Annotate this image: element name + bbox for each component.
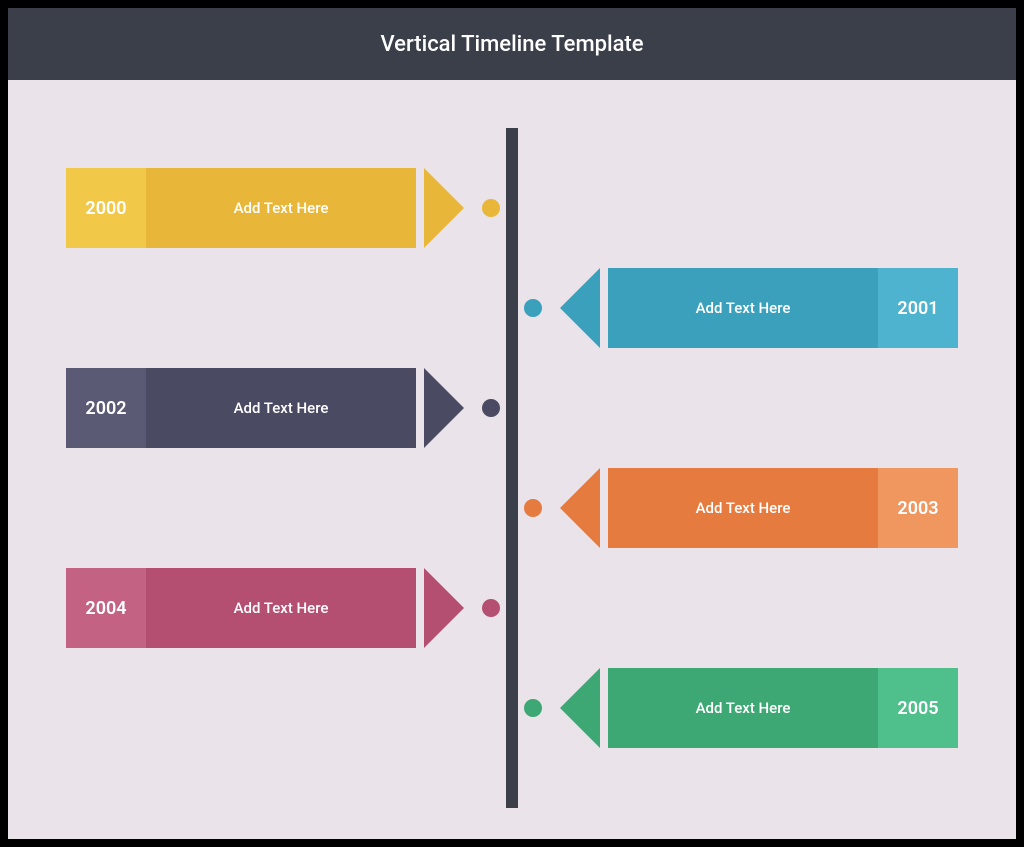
year-block: 2002: [66, 368, 146, 448]
page-title: Vertical Timeline Template: [380, 32, 643, 57]
timeline-dot-icon: [524, 499, 542, 517]
timeline-item: 2002Add Text Here: [8, 368, 1016, 448]
text-block: Add Text Here: [146, 168, 416, 248]
text-block: Add Text Here: [608, 268, 878, 348]
timeline-item: 2004Add Text Here: [8, 568, 1016, 648]
timeline-dot-icon: [524, 699, 542, 717]
year-block: 2003: [878, 468, 958, 548]
timeline-dot-icon: [524, 299, 542, 317]
text-block: Add Text Here: [146, 568, 416, 648]
year-block: 2005: [878, 668, 958, 748]
timeline-item: Add Text Here2005: [8, 668, 1016, 748]
arrow-triangle-icon: [560, 668, 600, 748]
text-block: Add Text Here: [608, 468, 878, 548]
arrow-triangle-icon: [560, 268, 600, 348]
text-block: Add Text Here: [608, 668, 878, 748]
arrow-triangle-icon: [424, 368, 464, 448]
header-bar: Vertical Timeline Template: [8, 8, 1016, 80]
timeline-item: 2000Add Text Here: [8, 168, 1016, 248]
canvas: Vertical Timeline Template 2000Add Text …: [8, 8, 1016, 839]
year-block: 2004: [66, 568, 146, 648]
arrow-triangle-icon: [560, 468, 600, 548]
timeline-item: Add Text Here2003: [8, 468, 1016, 548]
timeline-dot-icon: [482, 199, 500, 217]
timeline-dot-icon: [482, 599, 500, 617]
text-block: Add Text Here: [146, 368, 416, 448]
outer-frame: Vertical Timeline Template 2000Add Text …: [0, 0, 1024, 847]
arrow-triangle-icon: [424, 568, 464, 648]
timeline-item: Add Text Here2001: [8, 268, 1016, 348]
arrow-triangle-icon: [424, 168, 464, 248]
year-block: 2001: [878, 268, 958, 348]
year-block: 2000: [66, 168, 146, 248]
timeline-dot-icon: [482, 399, 500, 417]
